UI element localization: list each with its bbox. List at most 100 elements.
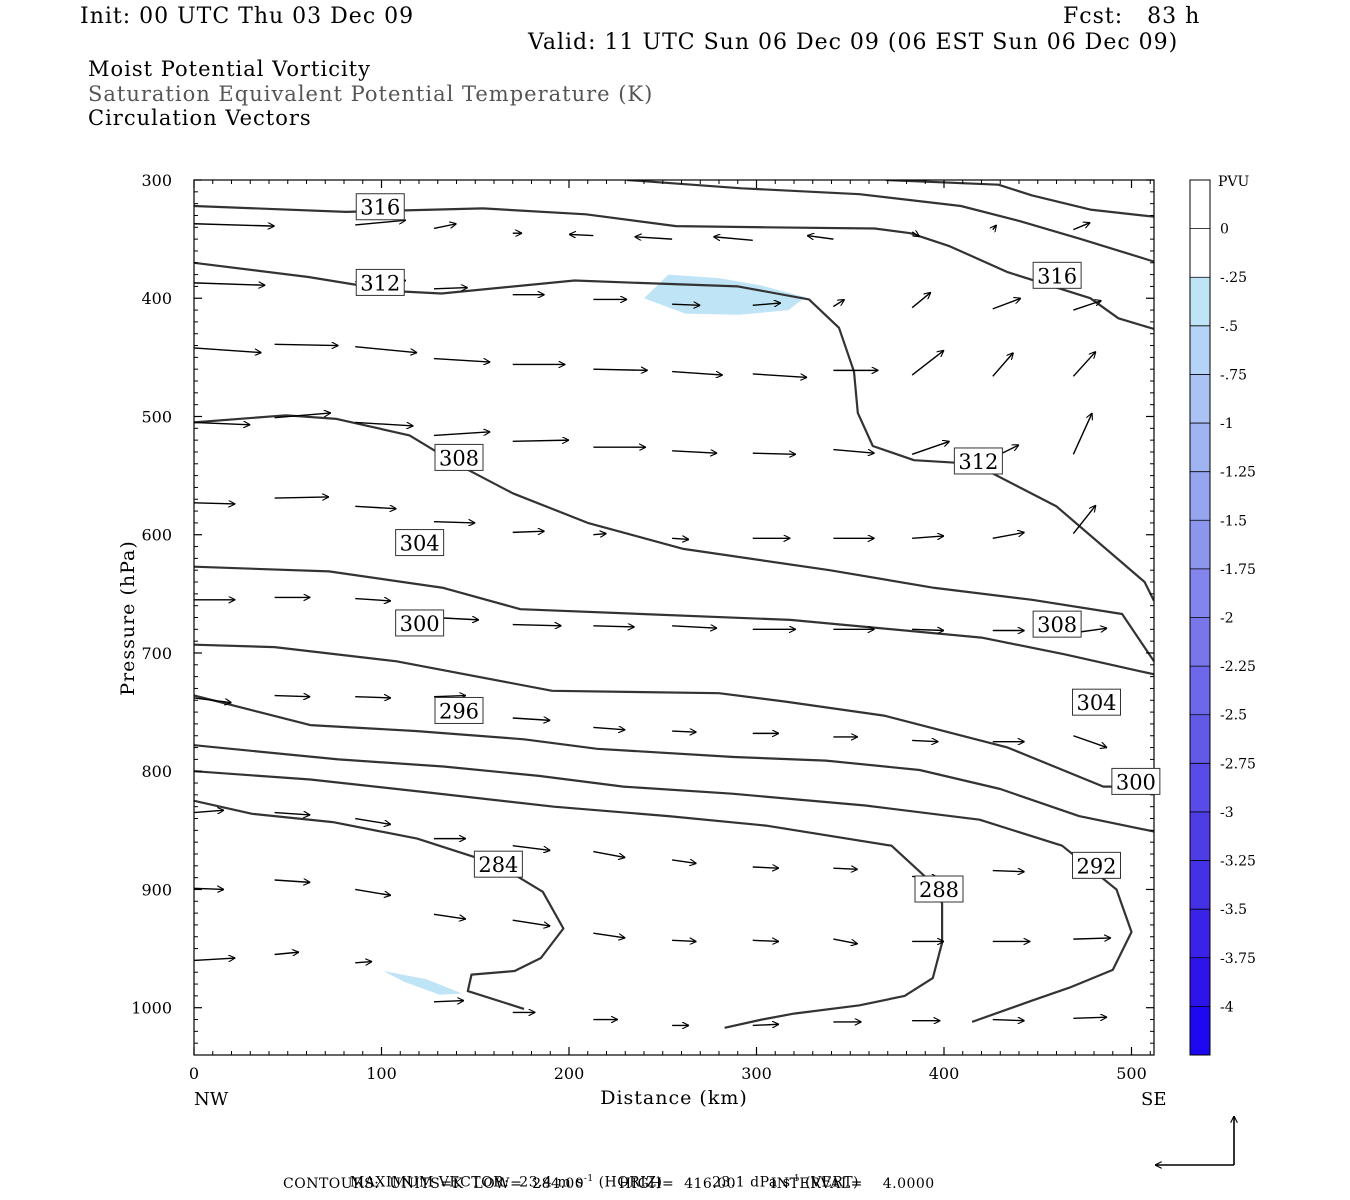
horiz-exponent: -1 <box>583 1174 594 1184</box>
contour-label-box <box>434 696 484 724</box>
circulation-vector <box>512 440 569 441</box>
max-vector-label: MAXIMUM VECTOR: <box>349 1174 510 1191</box>
circulation-vector <box>274 696 311 697</box>
colorbar-label: -1 <box>1220 416 1234 432</box>
circulation-vector <box>911 441 950 455</box>
contour-label-box <box>434 443 484 471</box>
colorbar-swatch <box>1190 957 1210 1007</box>
colorbar-label: -1.75 <box>1220 562 1256 578</box>
theta-es-contour-292 <box>194 744 1133 1023</box>
colorbar-label: -1.25 <box>1220 465 1256 481</box>
theta-es-contour-288 <box>194 770 944 1029</box>
circulation-vector <box>593 534 606 535</box>
circulation-vector <box>355 506 396 508</box>
contour-label-text: 296 <box>439 699 479 723</box>
colorbar-swatch <box>1190 374 1210 424</box>
contour-label: 308 <box>1032 610 1082 638</box>
circulation-vector <box>433 522 475 523</box>
colorbar-label: -3.75 <box>1220 951 1256 967</box>
colorbar-swatch <box>1190 423 1210 472</box>
y-tick-label: 400 <box>141 289 172 308</box>
circulation-vector <box>512 531 545 532</box>
theta-es-contour-312 <box>194 261 1154 602</box>
circulation-vector <box>512 845 551 851</box>
contour-label: 312 <box>355 268 405 296</box>
colorbar: PVU 0 -.25 -.5 -.75 -1 -1.25 -1.5 -1.75 -2 -2.25 -2… <box>1189 174 1256 1056</box>
circulation-vector <box>512 919 551 926</box>
colorbar-label: -.5 <box>1220 319 1238 335</box>
circulation-vector <box>355 346 417 353</box>
circulation-vector <box>911 232 920 237</box>
colorbar-label: -2.25 <box>1220 659 1256 675</box>
circulation-vector <box>911 292 931 309</box>
contour-label-text: 316 <box>1037 264 1077 288</box>
contour-label-text: 312 <box>360 271 400 295</box>
colorbar-label: -3.25 <box>1220 854 1256 870</box>
circulation-vector <box>993 225 997 230</box>
theta-es-contour-316 <box>194 204 1154 331</box>
circulation-vector <box>433 913 466 919</box>
contour-label: 300 <box>395 609 445 637</box>
circulation-vector <box>355 220 406 226</box>
theta-es-contour-304 <box>194 565 1154 676</box>
field-theta-es: Saturation Equivalent Potential Temperat… <box>88 82 654 106</box>
circulation-vector <box>194 810 224 812</box>
circulation-vector <box>433 1001 464 1002</box>
colorbar-label: 0 <box>1220 222 1229 238</box>
max-vector-line: MAXIMUM VECTOR: 23.4 m s-1 (HORIZ) 23.1 … <box>340 1158 859 1191</box>
y-tick-label: 600 <box>141 526 172 545</box>
circulation-vector <box>1073 223 1090 231</box>
circulation-vector <box>912 536 944 538</box>
colorbar-swatch <box>1190 811 1210 861</box>
contour-label-box <box>1072 851 1121 879</box>
circulation-vector <box>593 369 647 370</box>
colorbar-label: -3 <box>1220 805 1234 821</box>
circulation-vector <box>274 952 299 954</box>
circulation-vector <box>672 626 717 628</box>
contour-label-text: 300 <box>1116 770 1156 794</box>
circulation-vector <box>807 236 834 240</box>
contour-label-box <box>1032 610 1082 638</box>
colorbar-swatch <box>1190 277 1210 326</box>
circulation-vector <box>833 448 874 454</box>
scale-vector <box>1155 1116 1234 1165</box>
circulation-vector <box>274 813 311 815</box>
colorbar-label: -4 <box>1220 999 1234 1015</box>
circulation-vector <box>1072 413 1092 455</box>
circulation-vector <box>433 357 490 363</box>
circulation-vector <box>672 940 696 941</box>
circulation-vector <box>194 958 235 960</box>
contour-label: 312 <box>953 447 1003 475</box>
circulation-vector <box>355 888 391 895</box>
y-tick-label: 900 <box>141 880 172 899</box>
x-tick-label: 100 <box>366 1064 397 1083</box>
colorbar-title: PVU <box>1218 174 1250 190</box>
circulation-vector <box>672 370 723 376</box>
contour-label-text: 288 <box>919 878 959 902</box>
circulation-vector <box>355 817 391 825</box>
init-time: Init: 00 UTC Thu 03 Dec 09 <box>80 4 415 29</box>
vert-tag: (VERT) <box>805 1174 859 1191</box>
circulation-vector <box>752 1024 779 1025</box>
circulation-vector <box>194 422 250 424</box>
colorbar-label: -2.75 <box>1220 756 1256 772</box>
field-circulation: Circulation Vectors <box>88 106 312 130</box>
circulation-vector <box>912 740 938 741</box>
contour-label-text: 312 <box>958 450 998 474</box>
colorbar-swatch <box>1190 617 1210 667</box>
circulation-vector <box>672 731 696 732</box>
colorbar-label: -.75 <box>1220 367 1247 383</box>
circulation-vector <box>1073 301 1101 311</box>
x-tick-label: 200 <box>554 1064 585 1083</box>
theta-es-contour-308 <box>194 414 1154 662</box>
circulation-vector <box>833 299 844 308</box>
circulation-vector <box>355 962 372 963</box>
circulation-vector <box>992 353 1014 377</box>
contour-label: 316 <box>1032 261 1082 289</box>
contour-label-box <box>914 875 964 903</box>
circulation-vector <box>911 350 944 376</box>
contour-label: 292 <box>1072 851 1121 879</box>
vert-value: 23.1 dPa s <box>712 1174 791 1191</box>
circulation-vector <box>992 532 1025 539</box>
x-tick-label: 300 <box>741 1064 772 1083</box>
